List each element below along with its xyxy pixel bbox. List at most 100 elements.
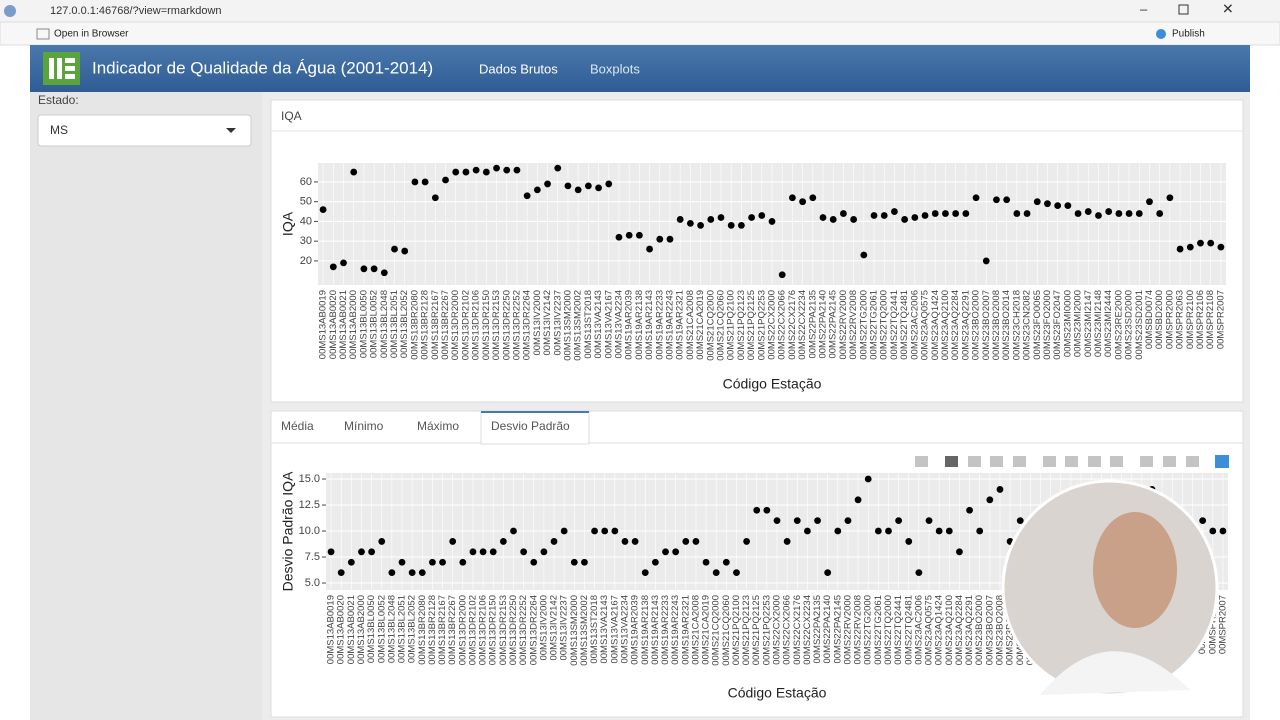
point <box>1135 210 1143 217</box>
point <box>493 164 500 172</box>
modebar-button[interactable] <box>968 456 981 467</box>
point <box>905 538 913 545</box>
point <box>1016 517 1024 525</box>
x-tick-label: 00MS13BL0050 <box>366 595 377 663</box>
point <box>692 538 700 545</box>
x-tick-label: 00MS23BO2007 <box>981 290 992 360</box>
stat-tab[interactable]: Média <box>281 419 314 433</box>
point <box>340 259 347 267</box>
navbar <box>30 45 1250 92</box>
x-tick-label: 00MS13VA2167 <box>603 290 614 359</box>
publish[interactable]: Publish <box>1172 29 1205 40</box>
x-tick-label: 00MS13BL2048 <box>379 290 390 358</box>
point <box>621 538 629 545</box>
x-tick-label: 00MS13BL2051 <box>397 595 408 663</box>
point <box>564 182 572 190</box>
x-tick-label: 00MS13BL0052 <box>376 595 387 663</box>
stat-tab[interactable]: Máximo <box>417 419 459 433</box>
modebar-button[interactable] <box>1163 456 1176 467</box>
point <box>327 548 335 556</box>
x-tick-label: 00MS13IV2237 <box>552 290 563 356</box>
y-axis-title: Desvio Padrão IQA <box>280 471 296 591</box>
stat-tab[interactable]: Mínimo <box>344 419 384 433</box>
point <box>864 475 872 483</box>
x-tick-label: 00MSPR2108 <box>1205 290 1216 349</box>
open-in-browser[interactable]: Open in Browser <box>54 29 129 40</box>
x-tick-label: 00MS23SD2001 <box>1134 290 1145 360</box>
x-tick-label: 00MS21CA2008 <box>685 290 696 360</box>
x-tick-label: 00MS21CQ2060 <box>716 290 727 361</box>
nav-tab[interactable]: Dados Brutos <box>479 61 558 76</box>
x-tick-label: 00MS21PQ2123 <box>736 290 747 360</box>
x-tick-label: 00MS13SM2002 <box>573 290 584 361</box>
close[interactable]: ✕ <box>1222 1 1234 17</box>
x-tick-label: 00MS22CX2000 <box>772 595 783 665</box>
point <box>799 198 807 206</box>
point <box>737 221 745 229</box>
x-axis-title: Código Estação <box>728 685 827 701</box>
point <box>982 257 990 265</box>
select[interactable] <box>37 114 252 147</box>
point <box>615 233 623 241</box>
x-tick-label: 00MS13BR2167 <box>430 290 441 360</box>
point <box>1023 210 1031 217</box>
point <box>993 196 1000 204</box>
modebar-button[interactable] <box>1088 456 1101 467</box>
app-title: Indicador de Qualidade da Água (2001-201… <box>92 58 433 77</box>
x-tick-label: 00MS13IV2142 <box>542 290 553 356</box>
stat-tab[interactable]: Desvio Padrão <box>491 419 570 433</box>
point <box>1105 208 1113 215</box>
point <box>850 216 858 223</box>
point <box>510 527 517 535</box>
open-icon <box>36 28 50 40</box>
x-tick-label: 00MSBD2000 <box>1154 290 1165 349</box>
x-tick-label: 00MS23RE2000 <box>1113 290 1124 360</box>
y-tick-label: 10.0 <box>299 525 320 537</box>
point <box>1146 198 1153 206</box>
modebar-button[interactable] <box>1140 456 1153 467</box>
x-tick-label: 00MS13BL2048 <box>386 595 397 663</box>
point <box>895 517 903 525</box>
x-tick-label: 00MS23BO2008 <box>991 290 1002 360</box>
point <box>1219 527 1227 535</box>
minimize[interactable]: – <box>1140 1 1148 16</box>
point <box>452 168 460 176</box>
x-tick-label: 00MS23AQ2284 <box>950 290 961 360</box>
point <box>1186 243 1194 251</box>
x-tick-label: 00MS22TG2061 <box>869 290 880 360</box>
x-tick-label: 00MS13BR2128 <box>427 595 438 665</box>
point <box>499 538 507 545</box>
x-tick-label: 00MS22CX2234 <box>802 595 813 665</box>
modebar-logo[interactable] <box>1215 455 1229 468</box>
x-tick-label: 00MS22PA2140 <box>818 290 829 359</box>
x-tick-label: 00MS13AB0021 <box>338 290 349 359</box>
point <box>479 548 487 556</box>
nav-tab[interactable]: Boxplots <box>590 61 640 76</box>
point <box>915 569 923 577</box>
x-tick-label: 00MS23SD2000 <box>1124 290 1135 360</box>
maximize[interactable] <box>1178 4 1189 15</box>
modebar-button[interactable] <box>990 456 1003 467</box>
x-tick-label: 00MS23BO2008 <box>994 595 1005 665</box>
point <box>996 486 1004 493</box>
x-tick-label: 00MS13VA2234 <box>613 290 624 359</box>
x-tick-label: 00MS22TQ2000 <box>883 595 894 665</box>
modebar-button[interactable] <box>1186 456 1199 467</box>
point <box>911 214 919 221</box>
x-tick-label: 00MS23BO2014 <box>1001 290 1012 360</box>
x-tick-label: 00MS23AQ1424 <box>934 595 945 665</box>
modebar-button[interactable] <box>1110 456 1123 467</box>
modebar-button[interactable] <box>915 456 928 467</box>
point <box>733 569 740 577</box>
modebar-button[interactable] <box>1043 456 1056 467</box>
modebar-button[interactable] <box>1065 456 1078 467</box>
point <box>656 235 664 243</box>
modebar-button[interactable] <box>945 456 958 467</box>
modebar-button[interactable] <box>1013 456 1026 467</box>
point <box>1217 243 1225 251</box>
point <box>1044 200 1051 208</box>
x-tick-label: 00MS13IV2000 <box>532 290 543 356</box>
y-tick-label: 15.0 <box>299 473 320 485</box>
y-tick-label: 12.5 <box>299 499 320 511</box>
